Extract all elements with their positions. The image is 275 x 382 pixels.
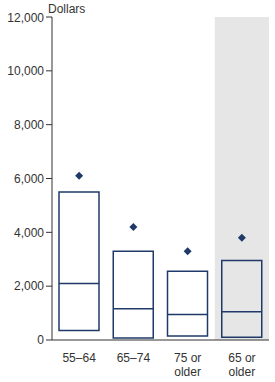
svg-text:2,000: 2,000 bbox=[14, 279, 44, 293]
html-text:Dollars: Dollars bbox=[48, 2, 86, 16]
svg-text:8,000: 8,000 bbox=[14, 118, 44, 132]
svg-text:55–64: 55–64 bbox=[62, 351, 96, 365]
svg-text:10,000: 10,000 bbox=[8, 64, 44, 78]
svg-text:75 or: 75 or bbox=[174, 351, 201, 365]
svg-text:6,000: 6,000 bbox=[14, 172, 44, 186]
svg-text:older: older bbox=[174, 365, 201, 379]
svg-text:12,000: 12,000 bbox=[8, 11, 44, 25]
svg-text:0: 0 bbox=[37, 333, 44, 347]
svg-text:65–74: 65–74 bbox=[117, 351, 151, 365]
svg-text:65 or: 65 or bbox=[228, 351, 255, 365]
svg-text:4,000: 4,000 bbox=[14, 226, 44, 240]
svg-text:older: older bbox=[229, 365, 256, 379]
